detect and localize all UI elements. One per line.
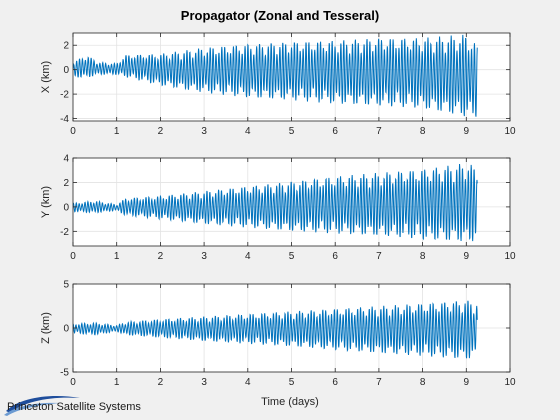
x-tick-label: 5 <box>289 251 295 262</box>
y-tick-label: -2 <box>60 227 69 238</box>
series-line-x-position <box>73 34 478 117</box>
y-tick-label: 4 <box>63 154 69 165</box>
company-logo-text: Princeton Satellite Systems <box>7 401 141 413</box>
y-axis-label: Y (km) <box>40 186 52 218</box>
series-line-z-position <box>73 300 478 359</box>
x-tick-label: 9 <box>464 126 470 137</box>
y-tick-label: -4 <box>60 114 69 125</box>
x-tick-label: 10 <box>504 251 516 262</box>
x-tick-label: 7 <box>376 251 382 262</box>
x-tick-label: 0 <box>70 126 76 137</box>
x-tick-label: 8 <box>420 251 426 262</box>
x-tick-label: 0 <box>70 251 76 262</box>
axes-x-position: 0 1 2 3 4 5 6 7 8 9 10 -4 -2 0 2 X (km) <box>40 32 516 137</box>
y-tick-label: 2 <box>63 178 69 189</box>
x-tick-label: 5 <box>289 126 295 137</box>
y-tick-label: 0 <box>63 324 69 335</box>
x-tick-label: 4 <box>245 377 251 388</box>
x-tick-label: 9 <box>464 251 470 262</box>
x-tick-label: 5 <box>289 377 295 388</box>
x-tick-label: 6 <box>332 126 338 137</box>
x-tick-label: 2 <box>158 126 164 137</box>
x-tick-label: 4 <box>245 251 251 262</box>
x-axis-label: Time (days) <box>261 396 319 408</box>
axes-y-position: 0 1 2 3 4 5 6 7 8 9 10 -2 0 2 4 Y (km) <box>40 154 516 263</box>
x-tick-label: 1 <box>114 377 120 388</box>
x-tick-label: 6 <box>332 251 338 262</box>
y-tick-label: 2 <box>63 41 69 52</box>
x-tick-label: 7 <box>376 126 382 137</box>
x-tick-label: 2 <box>158 251 164 262</box>
x-tick-label: 10 <box>504 126 516 137</box>
y-tick-label: 0 <box>63 65 69 76</box>
x-tick-label: 9 <box>464 377 470 388</box>
x-tick-label: 3 <box>201 126 207 137</box>
x-tick-label: 0 <box>70 377 76 388</box>
x-tick-label: 3 <box>201 377 207 388</box>
y-axis-label: Z (km) <box>40 312 52 344</box>
x-tick-label: 4 <box>245 126 251 137</box>
figure-title: Propagator (Zonal and Tesseral) <box>181 8 379 23</box>
y-tick-label: 5 <box>63 280 69 291</box>
x-tick-label: 3 <box>201 251 207 262</box>
y-tick-label: 0 <box>63 202 69 213</box>
y-tick-label: -2 <box>60 90 69 101</box>
logo-swoosh <box>6 395 80 413</box>
y-tick-label: -5 <box>60 368 69 379</box>
x-tick-label: 1 <box>114 126 120 137</box>
x-tick-label: 10 <box>504 377 516 388</box>
x-tick-label: 8 <box>420 126 426 137</box>
x-tick-label: 1 <box>114 251 120 262</box>
x-tick-label: 8 <box>420 377 426 388</box>
series-line-y-position <box>73 164 478 242</box>
x-tick-label: 6 <box>332 377 338 388</box>
x-tick-label: 7 <box>376 377 382 388</box>
company-logo <box>4 395 80 416</box>
y-axis-label: X (km) <box>40 61 52 93</box>
x-tick-label: 2 <box>158 377 164 388</box>
logo-swoosh-accent <box>4 402 60 416</box>
